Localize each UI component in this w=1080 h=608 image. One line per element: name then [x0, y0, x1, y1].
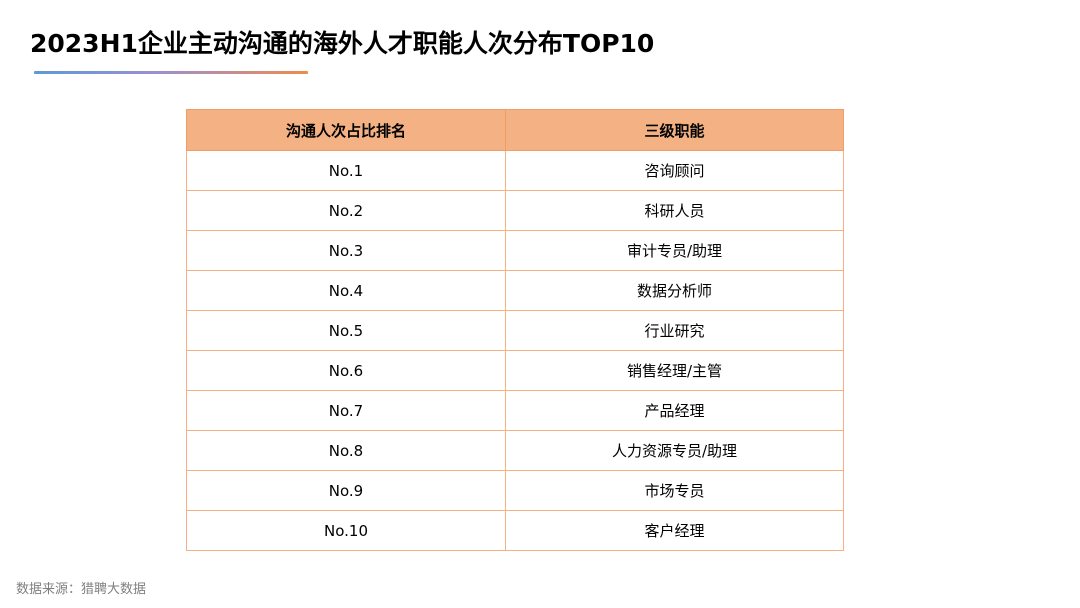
page-title: 2023H1企业主动沟通的海外人才职能人次分布TOP10 — [30, 29, 655, 58]
function-cell: 人力资源专员/助理 — [505, 430, 844, 471]
header-rank: 沟通人次占比排名 — [186, 109, 506, 151]
table-row: No.9 市场专员 — [186, 470, 844, 511]
table-row: No.1 咨询顾问 — [186, 150, 844, 191]
ranking-table-container: 沟通人次占比排名 三级职能 No.1 咨询顾问 No.2 科研人员 No.3 审… — [186, 109, 844, 551]
source-note: 数据来源：猎聘大数据 — [16, 582, 147, 597]
rank-cell: No.1 — [186, 150, 506, 191]
table-row: No.4 数据分析师 — [186, 270, 844, 311]
rank-cell: No.8 — [186, 430, 506, 471]
table-header-row: 沟通人次占比排名 三级职能 — [186, 109, 844, 151]
rank-cell: No.10 — [186, 510, 506, 551]
rank-cell: No.7 — [186, 390, 506, 431]
function-cell: 产品经理 — [505, 390, 844, 431]
function-cell: 销售经理/主管 — [505, 350, 844, 391]
rank-cell: No.9 — [186, 470, 506, 511]
function-cell: 咨询顾问 — [505, 150, 844, 191]
table-row: No.8 人力资源专员/助理 — [186, 430, 844, 471]
rank-cell: No.2 — [186, 190, 506, 231]
ranking-table: 沟通人次占比排名 三级职能 No.1 咨询顾问 No.2 科研人员 No.3 审… — [186, 109, 844, 551]
rank-cell: No.6 — [186, 350, 506, 391]
function-cell: 市场专员 — [505, 470, 844, 511]
table-row: No.2 科研人员 — [186, 190, 844, 231]
header-function: 三级职能 — [505, 109, 844, 151]
title-underline — [34, 71, 308, 74]
table-row: No.10 客户经理 — [186, 510, 844, 551]
function-cell: 客户经理 — [505, 510, 844, 551]
function-cell: 科研人员 — [505, 190, 844, 231]
function-cell: 审计专员/助理 — [505, 230, 844, 271]
table-row: No.5 行业研究 — [186, 310, 844, 351]
table-row: No.3 审计专员/助理 — [186, 230, 844, 271]
table-row: No.7 产品经理 — [186, 390, 844, 431]
table-row: No.6 销售经理/主管 — [186, 350, 844, 391]
rank-cell: No.5 — [186, 310, 506, 351]
function-cell: 行业研究 — [505, 310, 844, 351]
function-cell: 数据分析师 — [505, 270, 844, 311]
rank-cell: No.3 — [186, 230, 506, 271]
rank-cell: No.4 — [186, 270, 506, 311]
